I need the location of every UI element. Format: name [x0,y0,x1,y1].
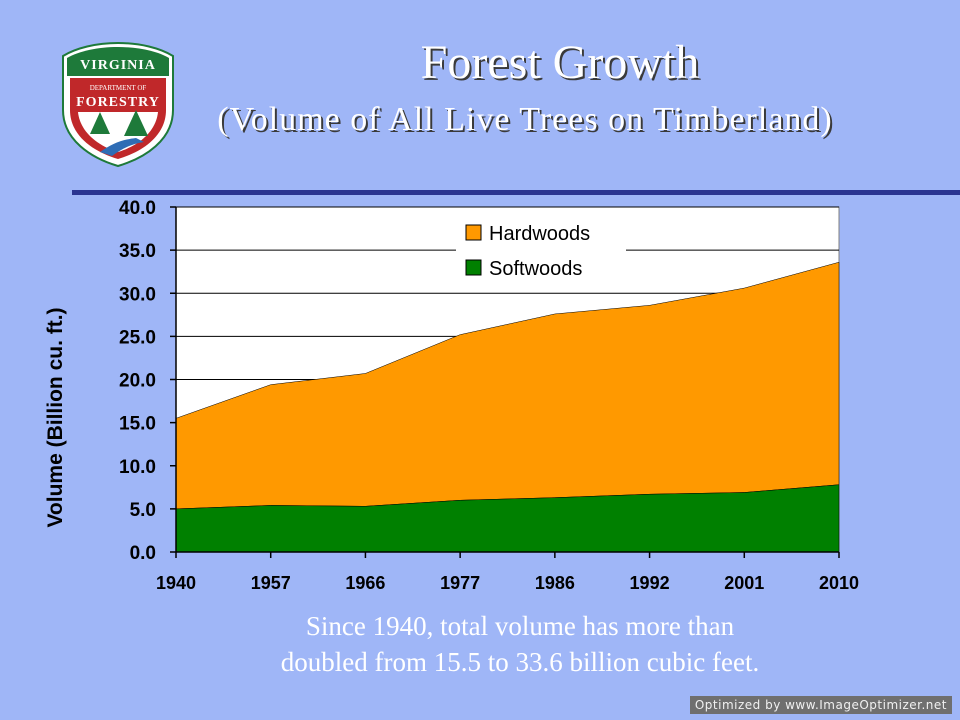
y-tick-label: 0.0 [130,543,156,564]
x-tick-label: 1940 [156,573,196,593]
y-tick-label: 25.0 [119,327,156,348]
virginia-department-of-forestry-logo: VIRGINIA DEPARTMENT OF FORESTRY [62,41,174,168]
hardwoods-legend-swatch [465,224,482,241]
hardwoods-legend-label: Hardwoods [489,223,590,245]
x-tick-label: 1977 [440,573,480,593]
y-tick-label: 35.0 [119,241,156,262]
chart-caption: Since 1940, total volume has more than d… [200,608,840,680]
y-axis-title: Volume (Billion cu. ft.) [44,307,67,527]
slide-title: Forest Growth [420,36,700,89]
softwoods-legend-label: Softwoods [489,258,582,280]
y-tick-label: 5.0 [130,500,156,521]
logo-middle-text: DEPARTMENT OF [90,84,147,92]
x-tick-label: 1957 [251,573,291,593]
legend-box [456,216,626,286]
y-tick-label: 10.0 [119,457,156,478]
x-tick-label: 2010 [819,573,859,593]
logo-main-text: FORESTRY [76,95,160,110]
y-tick-label: 20.0 [119,371,156,392]
logo-top-text: VIRGINIA [80,58,156,73]
caption-line-2: doubled from 15.5 to 33.6 billion cubic … [280,647,760,677]
slide-subtitle: (Volume of All Live Trees on Timberland) [217,101,833,138]
x-tick-label: 1992 [630,573,670,593]
y-tick-label: 15.0 [119,414,156,435]
title-divider [72,190,960,195]
x-tick-label: 2001 [724,573,764,593]
caption-line-1: Since 1940, total volume has more than [305,611,735,641]
y-tick-label: 30.0 [119,284,156,305]
x-tick-label: 1986 [535,573,575,593]
y-tick-label: 40.0 [119,198,156,219]
watermark-badge: Optimized by www.ImageOptimizer.net [689,696,952,714]
x-tick-label: 1966 [345,573,385,593]
softwoods-legend-swatch [465,259,482,276]
